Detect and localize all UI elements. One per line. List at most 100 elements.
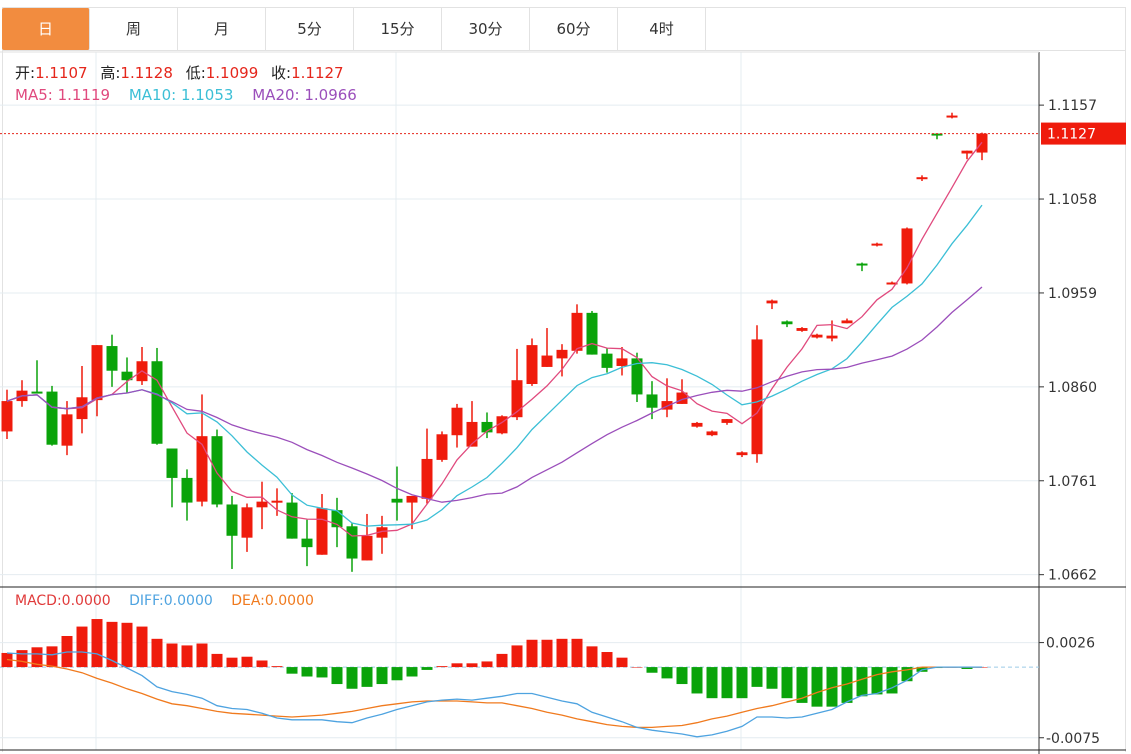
price-tick-label: 1.0860 xyxy=(1048,380,1097,396)
macd-bar xyxy=(511,645,523,668)
candle-up xyxy=(271,500,283,503)
macd-bar xyxy=(331,667,343,685)
high-label: 高: xyxy=(100,64,121,82)
price-tick-label: 1.0662 xyxy=(1048,568,1097,584)
chart-frame xyxy=(2,7,1126,752)
candle-down xyxy=(856,263,868,266)
macd-bar xyxy=(256,660,268,668)
candle-up xyxy=(511,380,523,418)
candle-up xyxy=(376,527,388,538)
close-value: 1.1127 xyxy=(291,64,344,82)
tab-5min[interactable]: 5分 xyxy=(266,8,354,50)
candle-up xyxy=(241,507,253,538)
macd-bar xyxy=(841,667,853,703)
candle-down xyxy=(211,436,223,505)
candle-up xyxy=(196,436,208,502)
macd-bar xyxy=(541,639,553,668)
macd-bar xyxy=(286,667,298,674)
candle-up xyxy=(721,419,733,423)
macd-bar xyxy=(151,638,163,668)
candle-down xyxy=(346,526,358,559)
macd-tick-label: -0.0075 xyxy=(1046,731,1100,747)
candle-down xyxy=(286,502,298,539)
low-value: 1.1099 xyxy=(205,64,259,82)
candle-up xyxy=(961,150,973,154)
price-tick-label: 1.0959 xyxy=(1048,286,1097,302)
macd-bar xyxy=(736,667,748,699)
tab-60min[interactable]: 60分 xyxy=(530,8,618,50)
candle-up xyxy=(316,508,328,555)
macd-bar xyxy=(571,638,583,668)
tab-day[interactable]: 日 xyxy=(2,8,90,50)
candle-up xyxy=(826,335,838,339)
candle-up xyxy=(736,452,748,456)
candle-down xyxy=(151,361,163,444)
candle-down xyxy=(481,421,493,433)
candle-down xyxy=(391,498,403,503)
candle-up xyxy=(661,401,673,410)
macd-bar xyxy=(766,667,778,689)
candle-up xyxy=(541,355,553,367)
candle-up xyxy=(1,401,13,432)
candle-down xyxy=(226,504,238,536)
candle-up xyxy=(841,320,853,324)
candle-up xyxy=(676,392,688,404)
candle-down xyxy=(166,448,178,478)
tab-4hour[interactable]: 4时 xyxy=(618,8,706,50)
period-tabs: 日 周 月 5分 15分 30分 60分 4时 xyxy=(2,8,1126,51)
candle-up xyxy=(751,339,763,455)
candle-down xyxy=(646,394,658,408)
macd-bar xyxy=(76,626,88,668)
macd-bar xyxy=(661,667,673,679)
candle-down xyxy=(331,510,343,528)
candle-up xyxy=(766,300,778,304)
candle-down xyxy=(46,391,58,445)
candle-up xyxy=(796,328,808,331)
macd-bar xyxy=(466,663,478,668)
macd-bar xyxy=(811,667,823,707)
macd-bar xyxy=(481,661,493,668)
candle-up xyxy=(451,407,463,436)
candle-down xyxy=(181,477,193,503)
macd-bar xyxy=(301,667,313,677)
macd-bar xyxy=(121,622,133,668)
macd-bar xyxy=(856,667,868,697)
tab-month[interactable]: 月 xyxy=(178,8,266,50)
candle-up xyxy=(436,434,448,460)
macd-value: MACD:0.0000 xyxy=(15,593,111,609)
tab-week[interactable]: 周 xyxy=(90,8,178,50)
macd-bar xyxy=(361,667,373,687)
macd-bar xyxy=(241,656,253,668)
current-price-label: 1.1127 xyxy=(1047,127,1096,143)
ma10-line xyxy=(6,204,983,527)
candle-up xyxy=(946,115,958,118)
ma10-value: MA10: 1.1053 xyxy=(128,86,234,104)
candle-up xyxy=(406,495,418,503)
macd-bar xyxy=(106,621,118,668)
open-label: 开: xyxy=(15,64,36,82)
macd-bar xyxy=(646,667,658,673)
tab-15min[interactable]: 15分 xyxy=(354,8,442,50)
macd-bar xyxy=(886,667,898,694)
macd-bar xyxy=(346,667,358,689)
candle-down xyxy=(106,346,118,371)
macd-bar xyxy=(556,638,568,668)
candle-up xyxy=(496,416,508,434)
macd-bar xyxy=(31,647,43,668)
macd-legend: MACD:0.0000 DIFF:0.0000 DEA:0.0000 xyxy=(15,593,322,609)
macd-bar xyxy=(166,643,178,668)
candle-down xyxy=(931,133,943,136)
price-tick-label: 1.1157 xyxy=(1048,98,1097,114)
diff-line xyxy=(6,651,982,738)
tab-30min[interactable]: 30分 xyxy=(442,8,530,50)
macd-bar xyxy=(691,667,703,694)
macd-bar xyxy=(46,646,58,668)
macd-bar xyxy=(796,667,808,703)
macd-bar xyxy=(676,667,688,685)
ma5-value: MA5: 1.1119 xyxy=(15,86,111,104)
macd-bar xyxy=(406,667,418,677)
candle-up xyxy=(466,421,478,447)
candle-down xyxy=(631,358,643,395)
macd-bar xyxy=(961,667,973,669)
